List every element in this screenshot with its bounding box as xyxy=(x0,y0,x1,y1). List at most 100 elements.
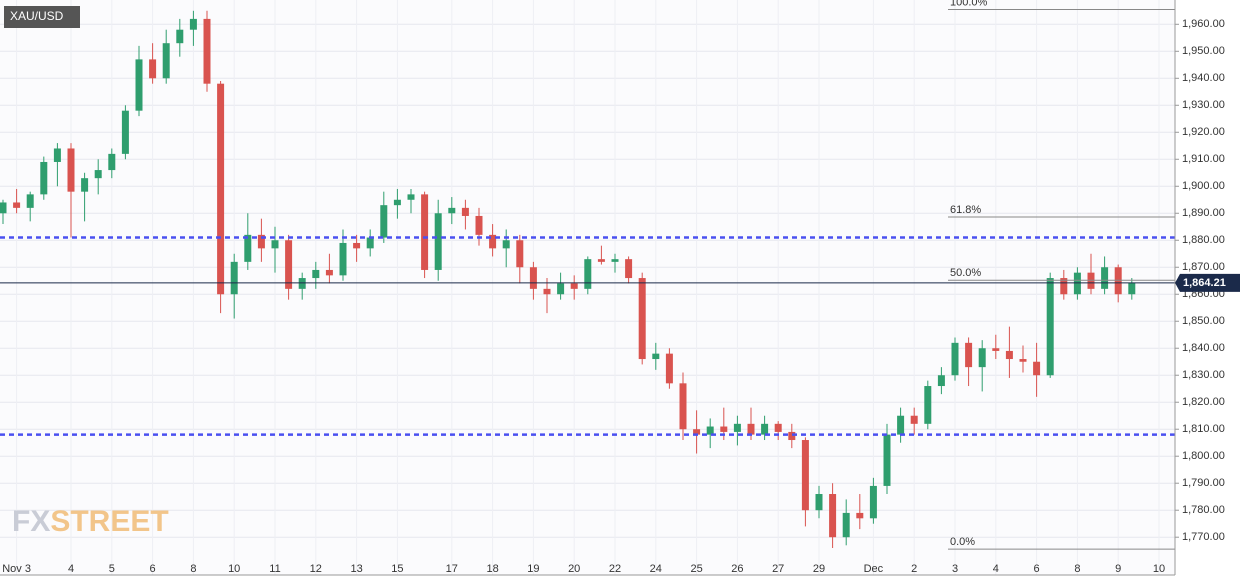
candle-body xyxy=(869,485,877,519)
candle-body xyxy=(421,194,429,270)
candle-body xyxy=(81,178,89,192)
y-tick-label: 1,770.00 xyxy=(1182,531,1225,543)
last-price-label: 1,864.21 xyxy=(1183,277,1226,289)
candle-body xyxy=(339,242,347,276)
y-tick-label: 1,900.00 xyxy=(1182,180,1225,192)
candle-body xyxy=(951,342,959,376)
candle-body xyxy=(189,18,197,30)
candle-body xyxy=(652,353,660,360)
candle-body xyxy=(788,431,796,441)
x-tick-label: 11 xyxy=(269,563,280,575)
candle-body xyxy=(1114,267,1122,295)
x-tick-label: 10 xyxy=(1153,563,1165,575)
y-tick-label: 1,850.00 xyxy=(1182,315,1225,327)
candle-body xyxy=(706,426,714,435)
candle-body xyxy=(13,202,21,208)
candle-body xyxy=(366,237,374,249)
candle-body xyxy=(1033,361,1041,376)
x-tick-label: 5 xyxy=(109,563,115,575)
candle-body xyxy=(502,240,510,249)
candle-body xyxy=(40,161,48,195)
candle-body xyxy=(285,240,293,289)
y-tick-label: 1,930.00 xyxy=(1182,99,1225,111)
x-tick-label: 29 xyxy=(813,563,825,575)
candle-body xyxy=(611,259,619,262)
x-tick-label: 6 xyxy=(1034,563,1040,575)
candle-body xyxy=(230,261,238,295)
candle-body xyxy=(625,259,633,279)
candle-body xyxy=(829,494,837,538)
candle-body xyxy=(135,59,143,111)
candle-body xyxy=(815,494,823,511)
x-tick-label: 18 xyxy=(486,563,498,575)
logo-fx: FX xyxy=(12,505,50,538)
x-tick-label: 2 xyxy=(911,563,917,575)
candle-body xyxy=(244,234,252,262)
candle-body xyxy=(393,199,401,206)
candle-body xyxy=(992,348,1000,351)
candle-body xyxy=(897,415,905,435)
candle-body xyxy=(0,202,7,214)
candle-body xyxy=(1128,282,1136,295)
y-tick-label: 1,790.00 xyxy=(1182,477,1225,489)
candle-body xyxy=(26,194,34,208)
x-tick-label: Dec xyxy=(864,563,884,575)
candle-body xyxy=(937,375,945,387)
candle-body xyxy=(570,283,578,289)
x-tick-label: 4 xyxy=(68,563,74,575)
candle-body xyxy=(380,205,388,238)
x-tick-label: 9 xyxy=(1115,563,1121,575)
candle-body xyxy=(94,170,102,179)
x-tick-label: 24 xyxy=(650,563,662,575)
candle-body xyxy=(257,234,265,249)
candle-body xyxy=(597,259,605,262)
candle-body xyxy=(67,148,75,192)
candle-body xyxy=(720,426,728,432)
candle-body xyxy=(489,234,497,249)
candle-body xyxy=(883,434,891,486)
candle-body xyxy=(1101,267,1109,289)
candle-body xyxy=(121,110,129,154)
candle-body xyxy=(665,353,673,384)
y-tick-label: 1,910.00 xyxy=(1182,153,1225,165)
candle-body xyxy=(176,29,184,44)
x-tick-label: 19 xyxy=(527,563,539,575)
x-tick-label: 20 xyxy=(568,563,580,575)
x-tick-label: Nov 3 xyxy=(2,563,31,575)
candle-body xyxy=(1087,272,1095,289)
candle-body xyxy=(679,383,687,430)
logo: FXSTREET xyxy=(12,505,169,538)
y-tick-label: 1,890.00 xyxy=(1182,207,1225,219)
x-tick-label: 3 xyxy=(952,563,958,575)
candle-body xyxy=(1073,272,1081,295)
candle-body xyxy=(1046,278,1054,376)
x-tick-label: 25 xyxy=(690,563,702,575)
y-tick-label: 1,810.00 xyxy=(1182,423,1225,435)
candle-body xyxy=(761,423,769,435)
candle-body xyxy=(1019,359,1027,362)
candle-body xyxy=(733,423,741,432)
logo-street: STREET xyxy=(50,505,168,538)
candle-body xyxy=(475,215,483,235)
candle-body xyxy=(747,423,755,435)
candle-body xyxy=(271,240,279,249)
candle-body xyxy=(162,43,170,79)
y-tick-label: 1,820.00 xyxy=(1182,396,1225,408)
fib-label: 0.0% xyxy=(950,536,975,548)
candle-body xyxy=(638,278,646,360)
fib-label: 100.0% xyxy=(950,0,988,8)
candle-body xyxy=(149,59,157,79)
candle-body xyxy=(461,207,469,216)
candle-body xyxy=(217,83,225,295)
symbol: XAU/USD xyxy=(10,9,64,23)
x-tick-label: 8 xyxy=(1074,563,1080,575)
candle-body xyxy=(325,269,333,276)
candle-body xyxy=(53,148,61,162)
candle-body xyxy=(557,283,565,295)
candle-body xyxy=(529,267,537,289)
candle-body xyxy=(434,213,442,270)
x-tick-label: 12 xyxy=(310,563,322,575)
candle-body xyxy=(298,278,306,289)
